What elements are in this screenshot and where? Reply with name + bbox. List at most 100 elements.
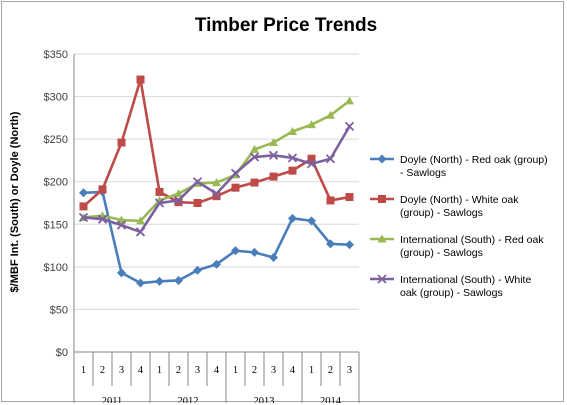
x-tick-label: 3: [119, 365, 124, 376]
legend-label-line: - Sawlogs: [400, 167, 446, 179]
legend-label-line: Doyle (North) - White oak: [400, 194, 519, 206]
data-point: [344, 121, 355, 132]
data-point: [79, 188, 88, 198]
data-point: [230, 168, 241, 178]
data-point: [287, 153, 298, 163]
legend-label-line: (group) - Sawlogs: [400, 207, 483, 219]
data-point: [249, 152, 260, 162]
series: [78, 121, 355, 237]
data-point: [250, 178, 259, 187]
data-point: [377, 154, 387, 164]
legend-label: Doyle (North) - Red oak (group) - Sawlogs: [400, 154, 548, 179]
data-point: [211, 188, 222, 199]
x-tick-label: 1: [157, 365, 162, 376]
data-point: [212, 178, 221, 187]
data-point: [136, 216, 145, 225]
data-point: [97, 214, 108, 224]
data-point: [174, 275, 183, 285]
data-point: [306, 159, 317, 169]
x-tick-label: 2: [100, 365, 105, 376]
x-tick-label: 2: [252, 365, 257, 376]
data-point: [288, 213, 297, 223]
data-point: [269, 172, 278, 181]
data-point: [78, 212, 89, 223]
data-point: [117, 138, 126, 147]
data-point: [174, 198, 183, 207]
series-line: [83, 190, 350, 285]
year-label: 2013: [254, 396, 275, 403]
data-point: [326, 239, 335, 249]
legend-label: International (South) - Red oak (group) -…: [400, 234, 544, 259]
series: [79, 187, 354, 288]
data-point: [326, 196, 335, 205]
chart-title: Timber Price Trends: [195, 15, 377, 36]
data-point: [345, 193, 354, 202]
legend-entry: Doyle (North) - White oak (group) - Sawlo…: [370, 194, 519, 219]
year-label: 2014: [320, 396, 342, 403]
legend-label-line: Doyle (North) - Red oak (group): [400, 154, 548, 166]
data-point: [345, 240, 354, 250]
legend-entry: Doyle (North) - Red oak (group) - Sawlogs: [370, 154, 548, 179]
legend-label: International (South) - White oak (group)…: [400, 274, 531, 299]
data-point: [135, 227, 146, 237]
data-point: [212, 259, 221, 269]
data-point: [136, 278, 145, 288]
data-point: [79, 202, 88, 211]
data-point: [377, 274, 387, 284]
data-point: [155, 276, 164, 286]
legend-label: Doyle (North) - White oak (group) - Sawlo…: [400, 194, 519, 219]
data-point: [174, 189, 183, 198]
y-tick-label: $350: [44, 49, 68, 61]
data-point: [250, 144, 259, 153]
year-label: 2011: [102, 396, 123, 403]
data-point: [193, 199, 202, 207]
x-tick-label: 4: [290, 365, 296, 376]
x-tick-label: 2: [328, 365, 333, 376]
x-tick-label: 3: [347, 365, 352, 376]
x-axis: 1 2 3 4 1 2 3 4 1 2 3 4 1 2 3 2011 2012 2013 2014: [73, 54, 360, 403]
data-point: [325, 154, 336, 164]
y-tick-label: $50: [50, 304, 68, 316]
data-point: [192, 177, 203, 187]
legend-label-line: oak (group) - Sawlogs: [400, 287, 503, 299]
data-point: [269, 138, 278, 147]
data-point: [98, 185, 107, 194]
data-point: [288, 166, 297, 175]
data-point: [231, 183, 240, 192]
series: [79, 96, 354, 225]
x-tick-label: 3: [195, 365, 200, 376]
y-tick-label: $0: [56, 347, 68, 359]
legend-entry: International (South) - White oak (group)…: [370, 274, 531, 299]
data-point: [307, 216, 316, 226]
x-tick-label: 1: [309, 365, 314, 376]
legend-entry: International (South) - Red oak (group) -…: [370, 234, 544, 259]
y-tick-label: $150: [44, 219, 68, 231]
data-point: [268, 150, 279, 160]
y-axis-label: $/MBF Int. (South) or Doyle (North): [9, 111, 21, 292]
data-point: [378, 195, 386, 203]
data-point: [173, 195, 184, 206]
y-tick-label: $250: [44, 134, 68, 146]
data-point: [326, 110, 335, 119]
x-tick-label: 2: [176, 365, 181, 376]
data-point: [193, 265, 202, 275]
series: [79, 75, 354, 211]
data-point: [288, 126, 297, 135]
data-point: [155, 187, 164, 196]
data-point: [377, 234, 387, 243]
legend: Doyle (North) - Red oak (group) - Sawlogs…: [370, 154, 548, 299]
data-point: [307, 120, 316, 129]
y-tick-label: $200: [44, 177, 68, 189]
x-tick-label: 4: [214, 365, 220, 376]
data-point: [117, 268, 126, 278]
data-point: [250, 247, 259, 257]
data-point: [345, 96, 354, 105]
year-label: 2012: [178, 396, 199, 403]
series-lines: [78, 75, 355, 288]
data-point: [136, 75, 145, 84]
x-tick-label: 4: [138, 365, 144, 376]
data-point: [269, 252, 278, 262]
x-tick-label: 3: [271, 365, 276, 376]
